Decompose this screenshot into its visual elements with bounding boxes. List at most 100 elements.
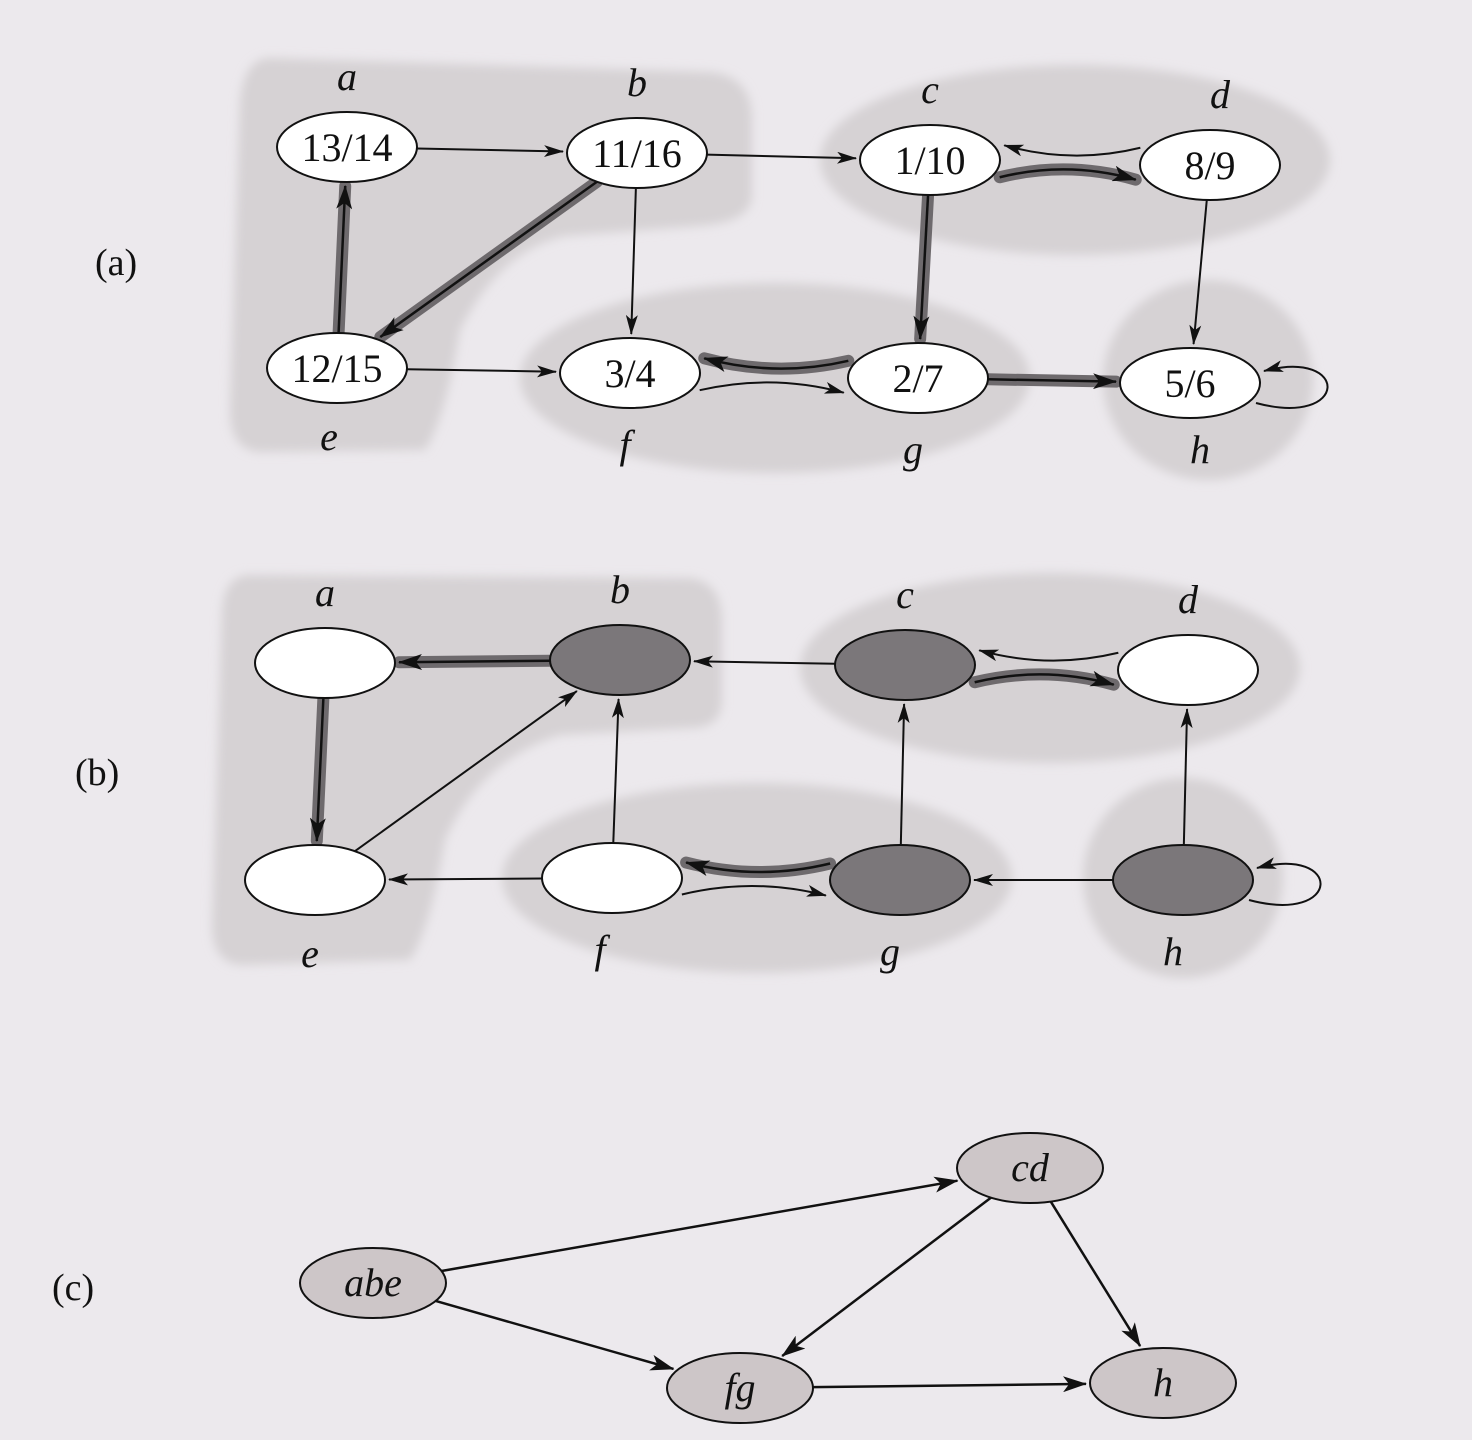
vertex-time-a-b: 11/16 [592,131,682,176]
component-edge-fg-h [812,1376,1088,1393]
vertex-name-a-h: h [1190,427,1210,472]
vertex-shape-a-f [559,337,701,409]
vertex-shape-a-d [1139,129,1281,201]
component-shape-fg [666,1352,814,1424]
edge-b-f-e [387,873,543,886]
component-edge-cd-fg [781,1196,992,1357]
vertex-time-a-g: 2/7 [892,356,943,401]
edge-a-e-f [406,365,558,378]
vertex-b-g: g [829,844,971,974]
edge-a-b-c [706,151,858,164]
vertex-time-a-e: 12/15 [291,346,382,391]
vertex-b-c: c [834,572,976,701]
vertex-shape-b-b [549,624,691,696]
vertex-name-a-c: c [921,67,939,112]
component-edge-abe-fg [435,1299,675,1371]
vertex-b-e: e [244,844,386,976]
vertex-shape-b-e [244,844,386,916]
vertex-a-a: 13/14 a [276,54,418,183]
edge-a-c-d [999,165,1137,182]
vertex-time-a-d: 8/9 [1184,143,1235,188]
component-edge-abe-cd [441,1176,959,1273]
component-fg: fg [666,1352,814,1424]
vertex-shape-a-e [266,332,408,404]
scc-region-cd [820,65,1330,255]
component-shape-abe [299,1247,447,1319]
vertex-a-b: 11/16 b [566,60,708,189]
vertex-shape-a-c [859,124,1001,196]
component-edge-cd-h [1049,1200,1142,1347]
vertex-b-a: a [254,570,396,699]
edge-b-e-b [354,690,578,853]
panel-label-b: (b) [75,752,119,794]
component-label-cd: cd [1011,1145,1050,1190]
vertex-a-g: 2/7 g [847,342,989,472]
edge-a-b-f [625,187,638,336]
vertex-a-f: 3/4f [559,337,701,467]
edge-b-c-d [974,670,1115,687]
vertex-name-b-d: d [1178,577,1199,622]
panel-label-c: (c) [52,1267,94,1309]
nodes-a: 13/14 a 11/16 b 1/10 c 8/9 d 12/15 e 3/4f 2/7 g 5/6 h [266,54,1281,472]
vertex-a-h: 5/6 h [1119,347,1261,472]
vertex-name-b-e: e [301,931,319,976]
scc-region-fg [520,283,1030,473]
panel-b: a b c de f g h [212,567,1322,978]
edge-b-b-a [397,654,551,671]
vertex-name-a-b: b [627,60,647,105]
component-label-fg: fg [724,1365,755,1410]
edge-b-h-h [1248,857,1322,906]
vertex-shape-b-c [834,629,976,701]
vertex-name-a-d: d [1210,72,1231,117]
vertex-a-c: 1/10 c [859,67,1001,196]
vertex-name-b-h: h [1163,929,1183,974]
vertex-name-a-e: e [320,414,338,459]
edge-b-g-c [897,702,910,846]
edges-a [332,144,1329,409]
edge-a-c-g [913,194,930,341]
edge-b-d-c [978,649,1119,662]
panel-c: abe cd fg h [299,1132,1237,1424]
vertex-shape-b-g [829,844,971,916]
edge-a-b-e [379,180,598,338]
component-abe: abe [299,1247,447,1319]
edge-a-f-g [699,381,845,394]
edge-a-h-h [1255,360,1329,409]
edges-b [309,649,1322,906]
scc-region-cd-b [800,573,1300,763]
vertex-b-h: h [1112,844,1254,974]
nodes-c: abe cd fg h [299,1132,1237,1424]
vertex-time-a-f: 3/4 [604,351,655,396]
scc-regions-b [212,573,1300,978]
edge-a-d-c [1003,144,1141,157]
component-shape-h [1089,1347,1237,1419]
vertex-a-d: 8/9 d [1139,72,1281,201]
component-label-abe: abe [344,1260,402,1305]
edge-b-h-d [1180,707,1193,846]
vertex-a-e: 12/15 e [266,332,408,459]
panel-a: 13/14 a 11/16 b 1/10 c 8/9 d 12/15 e 3/4f 2/7 g 5/6 h [229,54,1330,480]
vertex-shape-a-b [566,117,708,189]
component-shape-cd [956,1132,1104,1204]
vertex-time-a-c: 1/10 [894,138,965,183]
vertex-b-b: b [549,567,691,696]
component-h: h [1089,1347,1237,1419]
vertex-name-a-a: a [337,54,357,99]
vertex-shape-a-h [1119,347,1261,419]
panel-label-a: (a) [95,242,137,284]
component-cd: cd [956,1132,1104,1204]
vertex-name-b-c: c [896,572,914,617]
edges-c [435,1176,1142,1393]
vertex-name-b-g: g [880,929,900,974]
vertex-shape-a-a [276,111,418,183]
edge-a-d-h [1189,199,1208,346]
edge-b-f-b [611,697,624,844]
vertex-b-d: d [1117,577,1259,706]
edge-a-g-f [703,356,849,372]
vertex-shape-b-h [1112,844,1254,916]
edge-a-e-a [336,184,353,334]
edge-b-f-g [681,884,827,897]
vertex-shape-b-a [254,627,396,699]
edge-a-g-h [987,373,1118,390]
